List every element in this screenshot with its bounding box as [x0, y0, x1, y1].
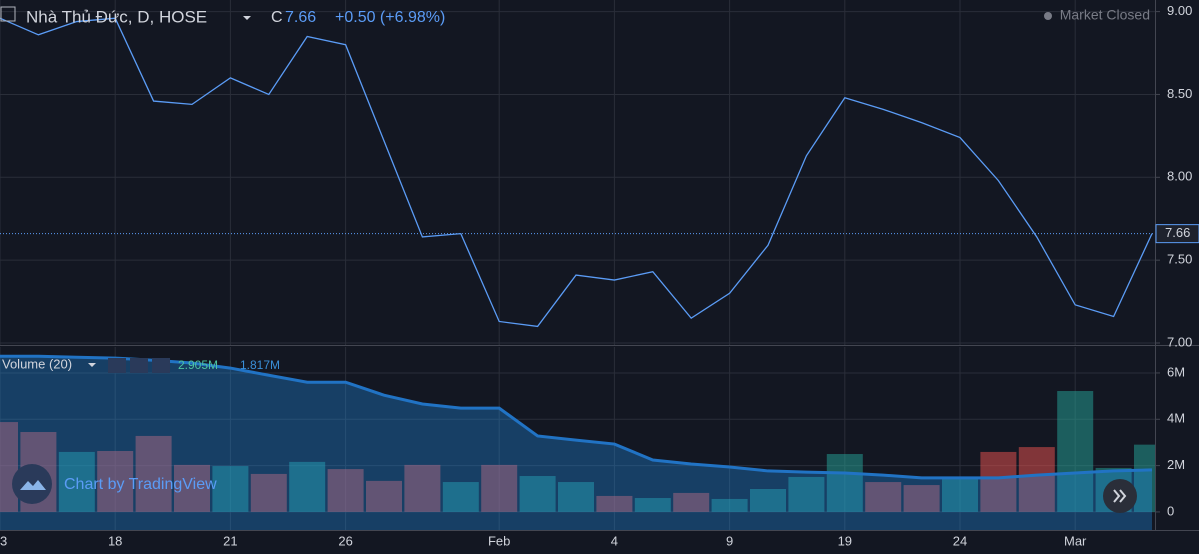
remove-icon[interactable]	[152, 358, 170, 373]
volume-bar	[1018, 447, 1055, 512]
watermark[interactable]: Chart by TradingView	[64, 476, 217, 493]
x-tick-label: Mar	[1064, 533, 1087, 548]
logo[interactable]	[12, 464, 52, 504]
symbol-icon[interactable]	[0, 6, 16, 22]
y-tick-label: 0	[1167, 503, 1174, 518]
volume-bar	[327, 469, 364, 512]
y-tick-label: 8.00	[1167, 169, 1192, 184]
volume-bar	[404, 464, 441, 512]
axes: 13 18 21 26 Feb 4 9 19 24 Mar 7.00 7.50 8.00 8.50 9.00…	[0, 3, 1199, 548]
change: +0.50 (+6.98%)	[335, 9, 445, 26]
volume-bar	[903, 485, 940, 512]
volume-ma-line	[0, 354, 1153, 480]
volume-bar	[596, 495, 633, 512]
volume-bar	[135, 435, 172, 512]
x-tick-label: 18	[108, 533, 122, 548]
volume-bar	[174, 464, 210, 512]
volume-bar	[711, 498, 748, 512]
price-panel	[0, 17, 1155, 328]
dropdown-caret[interactable]	[88, 363, 96, 367]
logo-mark	[20, 480, 46, 490]
volume-bar	[980, 451, 1017, 512]
y-tick-label: 7.00	[1167, 334, 1192, 349]
settings-icon[interactable]	[130, 358, 148, 373]
close-value: 7.66	[285, 9, 316, 26]
price-line	[0, 17, 1153, 328]
y-tick-label: 4M	[1167, 411, 1185, 426]
volume-bar	[673, 492, 710, 512]
eye-icon[interactable]	[108, 358, 126, 373]
volume-bar	[788, 476, 825, 512]
volume-bar	[250, 473, 287, 512]
x-tick-label: 13	[0, 533, 7, 548]
x-tick-label: 26	[338, 533, 352, 548]
symbol-title[interactable]: Nhà Thủ Đức, D, HOSE	[26, 7, 207, 26]
volume-bar	[289, 461, 326, 512]
x-tick-label: Feb	[488, 533, 510, 548]
volume-bar	[558, 482, 594, 512]
volume-bar	[58, 451, 95, 512]
y-tick-label: 9.00	[1167, 3, 1192, 18]
volume-ma-area	[0, 356, 1152, 530]
volume-panel	[0, 354, 1155, 530]
y-tick-label: 7.50	[1167, 252, 1192, 267]
x-tick-label: 21	[223, 533, 237, 548]
x-tick-label: 9	[726, 533, 733, 548]
last-price-label: 7.66	[1165, 225, 1190, 240]
status-dot	[1044, 12, 1052, 20]
volume-bar	[865, 482, 902, 512]
y-tick-label: 2M	[1167, 457, 1185, 472]
volume-value: 2.905M	[178, 358, 218, 372]
volume-bar	[750, 488, 786, 512]
x-tick-label: 4	[611, 533, 618, 548]
x-tick-label: 19	[838, 533, 852, 548]
volume-bar	[481, 464, 518, 512]
volume-bar	[519, 476, 556, 512]
volume-bar	[942, 476, 978, 512]
x-tick-label: 24	[953, 533, 967, 548]
close-prefix: C	[271, 9, 283, 26]
last-price-box	[1155, 224, 1199, 244]
volume-bar	[1057, 391, 1094, 512]
volume-bar	[212, 466, 249, 512]
market-status: Market Closed	[1060, 7, 1150, 23]
scroll-icon	[1113, 489, 1127, 503]
volume-bar	[366, 480, 402, 512]
volume-bar	[634, 498, 671, 512]
y-tick-label: 6M	[1167, 364, 1185, 379]
volume-bar	[97, 451, 134, 512]
volume-title[interactable]: Volume (20)	[2, 356, 72, 371]
volume-bar	[826, 454, 863, 512]
dropdown-caret[interactable]	[243, 16, 251, 20]
volume-bar	[442, 482, 479, 512]
volume-ma-value: 1.817M	[240, 358, 280, 372]
y-tick-label: 8.50	[1167, 86, 1192, 101]
volume-bar	[1134, 444, 1155, 512]
